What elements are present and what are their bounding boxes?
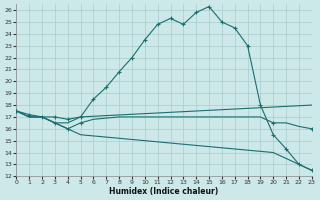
X-axis label: Humidex (Indice chaleur): Humidex (Indice chaleur) xyxy=(109,187,219,196)
